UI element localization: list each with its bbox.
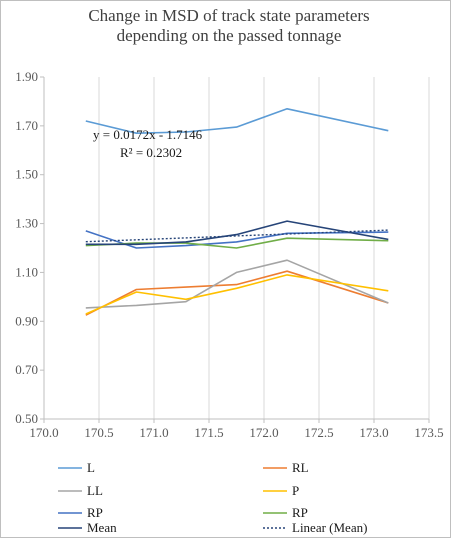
series-line-mean (85, 220, 389, 246)
trendline-equation: y = 0.0172x - 1.7146 (93, 127, 203, 142)
x-tick-label: 172.5 (304, 425, 333, 440)
series-line-rp (85, 230, 389, 249)
axes: 0.50 0.70 0.90 1.10 1.30 1.50 1.70 1.90 170.0 170… (15, 69, 443, 440)
x-tick-label: 170.5 (84, 425, 113, 440)
x-tick-label: 173.5 (414, 425, 443, 440)
series-line-rl (85, 270, 389, 316)
y-tick-label: 0.50 (15, 411, 38, 426)
y-tick-label: 1.50 (15, 167, 38, 182)
legend-label-rp: RP (292, 505, 308, 520)
series-line-l (85, 108, 389, 134)
y-tick-label: 1.10 (15, 264, 38, 279)
plot-series (85, 108, 389, 316)
y-tick-label: 0.90 (15, 313, 38, 328)
legend-label-p: P (292, 483, 299, 498)
legend-label-rl: RL (292, 460, 309, 475)
chart-title-line-1: Change in MSD of track state parameters (88, 6, 369, 25)
x-tick-label: 170.0 (29, 425, 58, 440)
series-line-ll (85, 259, 389, 309)
legend-label-rp: RP (87, 505, 103, 520)
x-tick-label: 172.0 (249, 425, 278, 440)
gridlines (98, 77, 430, 419)
y-tick-label: 1.30 (15, 216, 38, 231)
x-tick-label: 171.0 (139, 425, 168, 440)
x-tick-label: 173.0 (359, 425, 388, 440)
trendline-r-squared: R² = 0.2302 (120, 145, 182, 160)
chart-title-line-2: depending on the passed tonnage (117, 26, 342, 45)
legend-label-mean: Mean (87, 520, 117, 535)
legend-label-l: L (87, 460, 95, 475)
trendline-annotation: y = 0.0172x - 1.7146 R² = 0.2302 (93, 127, 203, 160)
series-line-p (85, 274, 389, 315)
legend-label-linear-mean: Linear (Mean) (292, 520, 367, 535)
y-tick-label: 1.70 (15, 118, 38, 133)
series-line-linear-mean (85, 229, 389, 243)
legend-label-ll: LL (87, 483, 103, 498)
y-tick-label: 0.70 (15, 362, 38, 377)
y-tick-label: 1.90 (15, 69, 38, 84)
chart-title: Change in MSD of track state parameters … (88, 6, 369, 45)
x-tick-label: 171.5 (194, 425, 223, 440)
